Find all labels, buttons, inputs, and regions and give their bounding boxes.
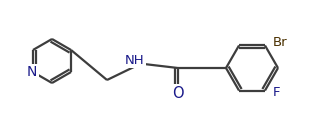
Text: Br: Br: [273, 36, 288, 49]
Text: F: F: [273, 86, 280, 99]
Text: O: O: [172, 86, 184, 101]
Text: NH: NH: [125, 53, 145, 67]
Text: N: N: [27, 65, 37, 79]
